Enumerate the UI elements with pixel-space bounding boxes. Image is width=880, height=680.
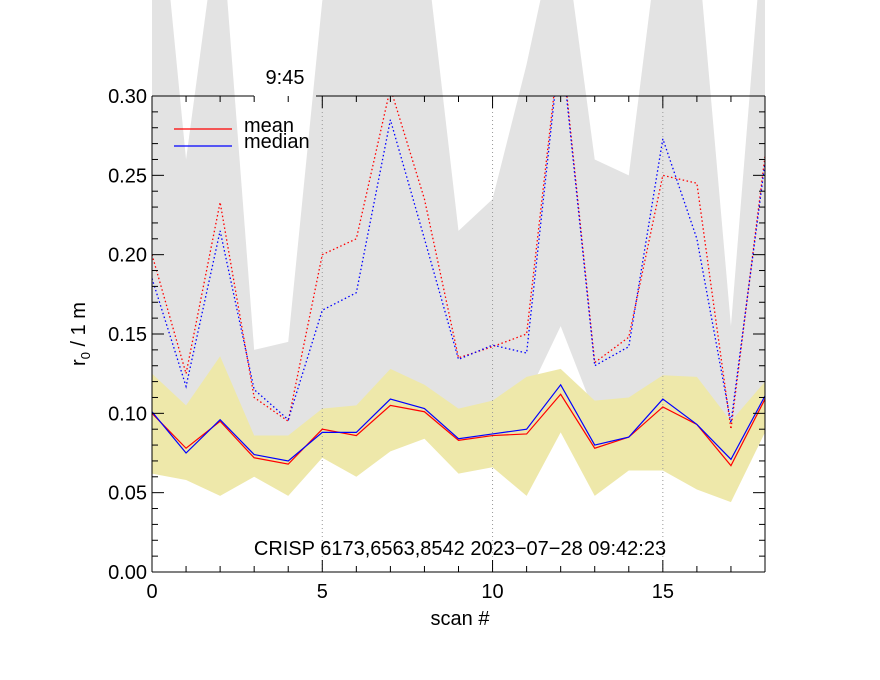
y-tick-label-5: 0.25 [108, 165, 147, 187]
series-median-dotted [152, 96, 765, 423]
range-bands [152, 0, 765, 503]
x-axis-label: scan # [431, 608, 491, 630]
band-lower-range [152, 356, 765, 503]
band-upper-range [152, 0, 765, 469]
y-tick-label-6: 0.30 [108, 86, 147, 108]
time-label: 9:45 [266, 67, 305, 89]
series-lines [152, 96, 765, 467]
y-tick-label-4: 0.20 [108, 245, 147, 267]
x-tick-label-10: 10 [481, 581, 503, 603]
y-tick-label-0: 0.00 [108, 562, 147, 584]
chart-annotation: CRISP 6173,6563,8542 2023−07−28 09:42:23 [254, 538, 666, 560]
series-mean-solid [152, 393, 765, 467]
y-tick-label-2: 0.10 [108, 403, 147, 425]
series-mean-dotted [152, 96, 765, 430]
x-tick-labels: 0 5 10 15 [146, 581, 674, 603]
y-tick-label-1: 0.05 [108, 483, 147, 505]
y-axis-label-subscript: 0 [78, 352, 93, 359]
legend-mean-label: mean [244, 115, 294, 137]
tick-marks [151, 95, 766, 573]
x-tick-label-15: 15 [652, 581, 674, 603]
x-tick-label-5: 5 [317, 581, 328, 603]
series-median-solid [152, 383, 765, 462]
vertical-gridlines [321, 96, 664, 572]
legend-median-label: median [244, 131, 310, 153]
y-tick-labels: 0.00 0.05 0.10 0.15 0.20 0.25 0.30 [108, 86, 147, 584]
x-tick-label-0: 0 [146, 581, 157, 603]
y-axis-label-rest: / 1 m [68, 302, 90, 352]
y-axis-label-main: r [68, 359, 90, 366]
legend: mean median [174, 115, 310, 153]
y-axis-label: r0 / 1 m [68, 302, 93, 366]
y-tick-label-3: 0.15 [108, 324, 147, 346]
